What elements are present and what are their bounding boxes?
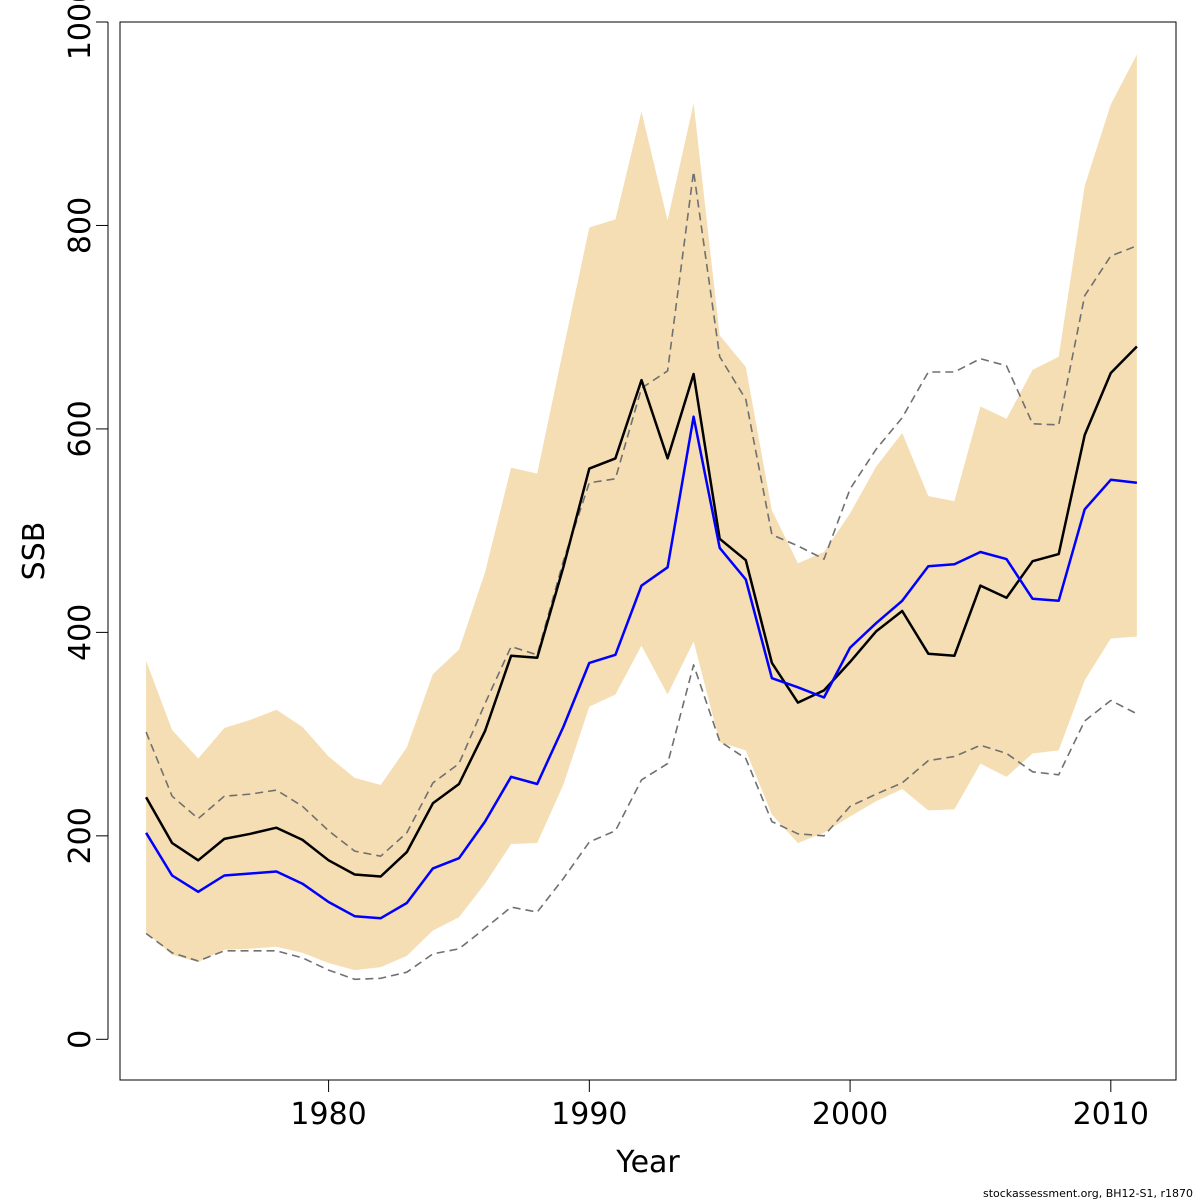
lower-dashed-line xyxy=(145,664,1138,981)
confidence-band-area xyxy=(146,54,1137,971)
y-tick-label: 400 xyxy=(63,604,98,661)
estimate-line xyxy=(145,415,1138,920)
x-axis-title: Year xyxy=(615,1145,680,1180)
y-tick-label: 800 xyxy=(63,197,98,254)
confidence-band xyxy=(146,54,1137,971)
x-tick-label: 1980 xyxy=(290,1097,366,1132)
axes: 0 200 400 600 800 1000 1980 1990 2000 2010 xyxy=(63,0,1149,1132)
y-tick-label: 200 xyxy=(63,807,98,864)
y-axis-title: SSB xyxy=(17,522,52,581)
y-tick-label: 1000 xyxy=(63,0,98,60)
y-tick-label: 0 xyxy=(63,1030,98,1049)
y-tick-label: 600 xyxy=(63,400,98,457)
upper-dashed-line xyxy=(145,170,1138,858)
x-tick-label: 2010 xyxy=(1073,1097,1149,1132)
x-tick-label: 2000 xyxy=(812,1097,888,1132)
median-line xyxy=(145,345,1138,878)
footnote: stockassessment.org, BH12-S1, r1870 xyxy=(983,1187,1193,1200)
x-tick-label: 1990 xyxy=(551,1097,627,1132)
series-lines xyxy=(145,170,1138,981)
